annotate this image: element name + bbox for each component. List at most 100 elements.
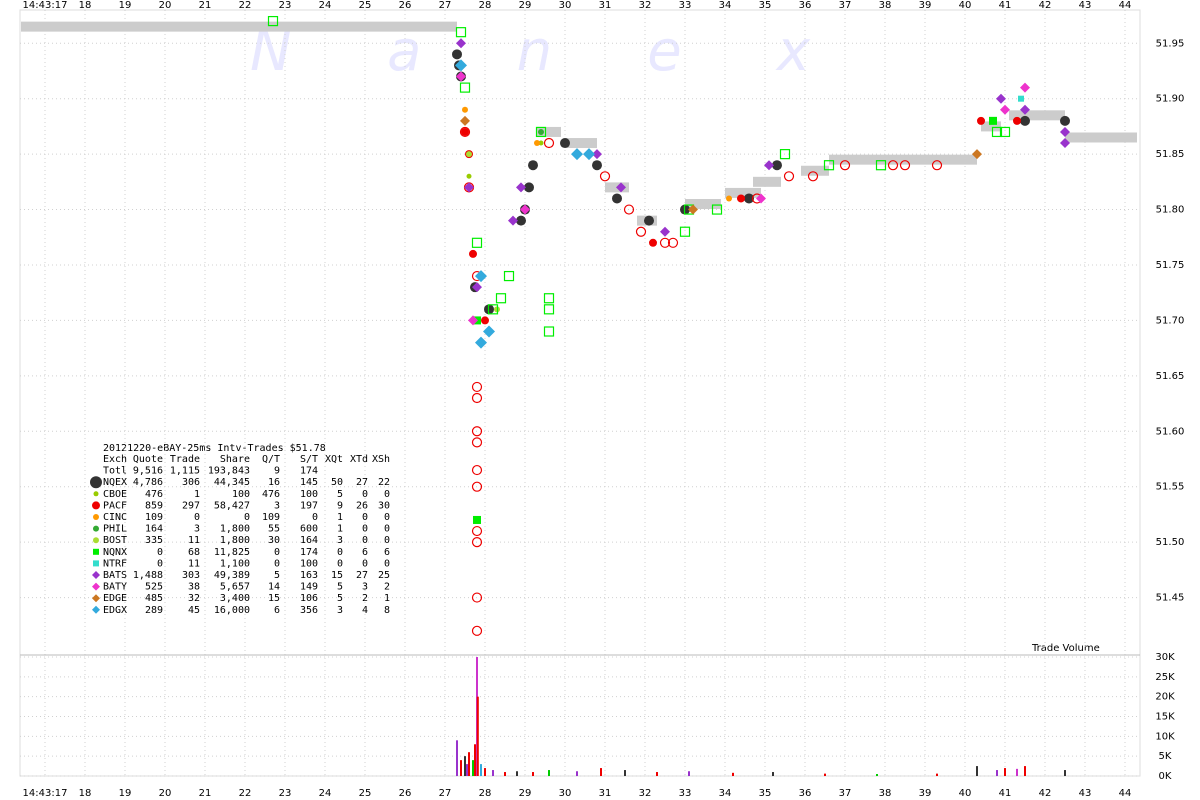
table-cell: 50 xyxy=(331,477,343,488)
quote-band xyxy=(753,176,781,187)
trade-marker xyxy=(471,481,483,492)
trade-marker xyxy=(481,316,489,325)
x-tick-label: 19 xyxy=(119,788,132,799)
table-cell: 476 xyxy=(262,489,280,500)
x-tick-label: 44 xyxy=(1119,788,1132,799)
table-cell: 2 xyxy=(384,582,390,593)
trade-marker xyxy=(468,315,478,326)
x-tick-label: 42 xyxy=(1039,0,1052,11)
x-tick-label: 30 xyxy=(559,0,572,11)
volume-bar xyxy=(466,764,468,776)
table-cell: 4 xyxy=(362,605,368,616)
quote-band xyxy=(21,21,457,32)
trade-marker xyxy=(783,171,795,182)
trade-marker xyxy=(471,381,483,393)
volume-bar xyxy=(732,772,734,776)
table-cell: 1 xyxy=(194,489,200,500)
x-tick-label: 27 xyxy=(439,0,452,11)
trade-marker xyxy=(931,160,943,171)
x-tick-label: 28 xyxy=(479,0,492,11)
trade-marker xyxy=(744,193,754,204)
table-cell: 197 xyxy=(300,500,318,511)
table-cell: 27 xyxy=(356,477,368,488)
table-cell: 356 xyxy=(300,605,318,616)
trade-marker xyxy=(772,160,782,171)
table-cell: 58,427 xyxy=(214,500,250,511)
x-tick-label: 14:43:17 xyxy=(23,788,68,799)
x-tick-label: 25 xyxy=(359,0,372,11)
table-cell: 0 xyxy=(384,535,390,546)
trade-marker xyxy=(592,160,602,171)
table-cell: 26 xyxy=(356,500,368,511)
volume-tick-label: 5K xyxy=(1159,751,1172,762)
trade-marker xyxy=(612,193,622,204)
legend-label: PACF xyxy=(103,500,127,511)
table-cell: Totl xyxy=(103,466,127,477)
quote-band xyxy=(801,165,829,176)
y-tick-label: 51.70 xyxy=(1156,315,1185,326)
table-cell: 3 xyxy=(274,500,280,511)
volume-bar xyxy=(824,773,826,776)
table-cell: 32 xyxy=(188,593,200,604)
trade-marker xyxy=(991,126,1003,138)
table-cell: 4,786 xyxy=(133,477,163,488)
table-cell: 0 xyxy=(337,547,343,558)
table-cell: 11 xyxy=(188,535,200,546)
volume-bar xyxy=(656,772,658,776)
table-cell: 49,389 xyxy=(214,570,250,581)
volume-bar xyxy=(624,770,626,776)
trade-marker xyxy=(1018,95,1024,102)
x-tick-label: 38 xyxy=(879,788,892,799)
x-tick-label: 21 xyxy=(199,788,212,799)
x-tick-label: 41 xyxy=(999,788,1012,799)
trade-marker xyxy=(516,215,526,226)
trade-marker xyxy=(726,195,732,202)
trade-marker xyxy=(462,106,468,113)
quote-band xyxy=(725,187,761,198)
table-cell: 6 xyxy=(274,605,280,616)
table-cell: 303 xyxy=(182,570,200,581)
trade-marker xyxy=(528,160,538,171)
x-tick-label: 37 xyxy=(839,0,852,11)
legend-marker xyxy=(92,605,100,614)
trade-marker xyxy=(972,149,982,160)
table-header: XTd xyxy=(350,454,368,465)
volume-bar xyxy=(876,774,878,776)
trade-marker xyxy=(1000,104,1010,115)
trade-marker xyxy=(487,304,499,315)
table-cell: 16 xyxy=(268,477,280,488)
volume-bar xyxy=(464,756,466,776)
trade-marker xyxy=(1060,126,1070,137)
x-tick-label: 31 xyxy=(599,788,612,799)
quote-band xyxy=(829,154,977,165)
table-cell: 0 xyxy=(337,558,343,569)
table-header: Quote xyxy=(133,454,163,465)
table-cell: 0 xyxy=(194,512,200,523)
table-cell: 5 xyxy=(337,489,343,500)
table-cell: 1 xyxy=(337,512,343,523)
table-header: Exch xyxy=(103,454,127,465)
table-cell: 193,843 xyxy=(208,466,250,477)
legend-label: CBOE xyxy=(103,489,127,500)
trade-marker xyxy=(679,226,691,237)
trade-marker xyxy=(466,173,472,179)
x-tick-label: 24 xyxy=(319,788,332,799)
table-cell: 15 xyxy=(331,570,343,581)
x-tick-label: 29 xyxy=(519,0,532,11)
x-tick-label: 22 xyxy=(239,788,252,799)
table-cell: 0 xyxy=(384,558,390,569)
plot-frame xyxy=(19,9,1141,777)
volume-bar xyxy=(1064,770,1066,776)
trade-marker xyxy=(267,15,279,27)
trade-marker xyxy=(495,293,507,304)
trade-marker xyxy=(764,160,774,171)
volume-bar xyxy=(484,768,486,776)
table-cell: 109 xyxy=(145,512,163,523)
table-cell: 306 xyxy=(182,477,200,488)
legend-label: NQNX xyxy=(103,547,127,558)
table-cell: 164 xyxy=(145,524,163,535)
table-cell: 0 xyxy=(312,512,318,523)
trade-marker xyxy=(1060,138,1070,149)
x-tick-label: 23 xyxy=(279,788,292,799)
